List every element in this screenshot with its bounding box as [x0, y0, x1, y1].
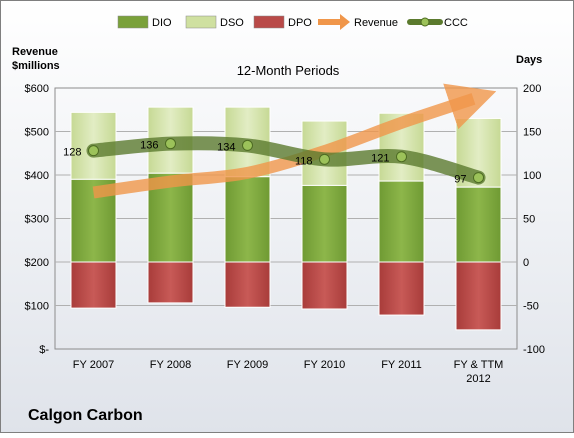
bar-dpo — [378, 261, 425, 316]
bar-dpo — [301, 261, 348, 310]
bar-dio — [70, 178, 117, 263]
left-tick-label: $300 — [25, 214, 49, 226]
legend-swatch — [185, 15, 217, 29]
right-tick-label: -100 — [523, 344, 545, 356]
legend-arrow-head — [340, 14, 350, 30]
category-label: FY 2008 — [150, 359, 191, 371]
ccc-point — [242, 139, 253, 151]
left-tick-label: $100 — [25, 301, 49, 313]
category-label: FY 2011 — [381, 359, 422, 371]
right-tick-label: 150 — [523, 127, 541, 139]
gridlines — [55, 131, 517, 306]
revenue-line — [92, 83, 497, 199]
legend-swatch — [117, 15, 149, 29]
left-tick-label: $200 — [25, 257, 49, 269]
right-tick-label: 100 — [523, 170, 541, 182]
legend: DIO DSO DPO Revenue CCC — [117, 14, 468, 30]
lines: 128 136 134 118 121 97 — [63, 83, 497, 199]
ccc-data-label: 121 — [371, 153, 389, 165]
ccc-point — [473, 172, 484, 184]
bar-dpo — [455, 261, 502, 331]
right-tick-label: 0 — [523, 257, 529, 269]
ccc-point — [165, 138, 176, 150]
ccc-line — [86, 136, 486, 185]
left-axis-label-line2: $millions — [12, 60, 60, 72]
legend-label: Revenue — [354, 17, 398, 29]
category-label: FY 2009 — [227, 359, 268, 371]
right-axis-label: Days — [516, 54, 542, 66]
right-tick-label: 200 — [523, 83, 541, 95]
legend-label: DIO — [152, 17, 172, 29]
legend-label: CCC — [444, 17, 468, 29]
bar-dpo — [70, 261, 117, 309]
ccc-point — [319, 153, 330, 165]
ccc-point — [88, 145, 99, 157]
bar-dio — [378, 180, 425, 263]
ccc-point — [396, 151, 407, 163]
company-name: Calgon Carbon — [28, 407, 143, 424]
category-label: FY 2007 — [73, 359, 114, 371]
ccc-data-label: 118 — [295, 155, 313, 167]
bar-dio — [224, 176, 271, 263]
category-label: FY 2010 — [304, 359, 345, 371]
bars — [70, 106, 502, 331]
ccc-data-label: 136 — [140, 140, 158, 152]
category-label: FY & TTM 2012 — [454, 359, 504, 385]
ccc-data-label: 97 — [454, 174, 466, 186]
legend-label: DSO — [220, 17, 244, 29]
bar-dio — [301, 184, 348, 263]
ccc-data-label: 134 — [217, 141, 235, 153]
ccc-data-label: 128 — [63, 147, 81, 159]
legend-label: DPO — [288, 17, 312, 29]
left-tick-label: $600 — [25, 83, 49, 95]
left-tick-label: $- — [39, 344, 49, 356]
legend-marker — [420, 17, 430, 27]
right-tick-label: -50 — [523, 301, 539, 313]
left-tick-label: $500 — [25, 127, 49, 139]
chart-title: 12-Month Periods — [237, 63, 340, 78]
right-tick-label: 50 — [523, 214, 535, 226]
bar-dpo — [224, 261, 271, 308]
axes: $- $100 $200 $300 $400 $500 $600 -100 -50 0 50 100 1… — [25, 83, 546, 385]
left-tick-label: $400 — [25, 170, 49, 182]
bar-dpo — [147, 261, 194, 304]
legend-swatch — [253, 15, 285, 29]
bar-dio — [455, 186, 502, 263]
left-axis-label-line1: Revenue — [12, 46, 58, 58]
